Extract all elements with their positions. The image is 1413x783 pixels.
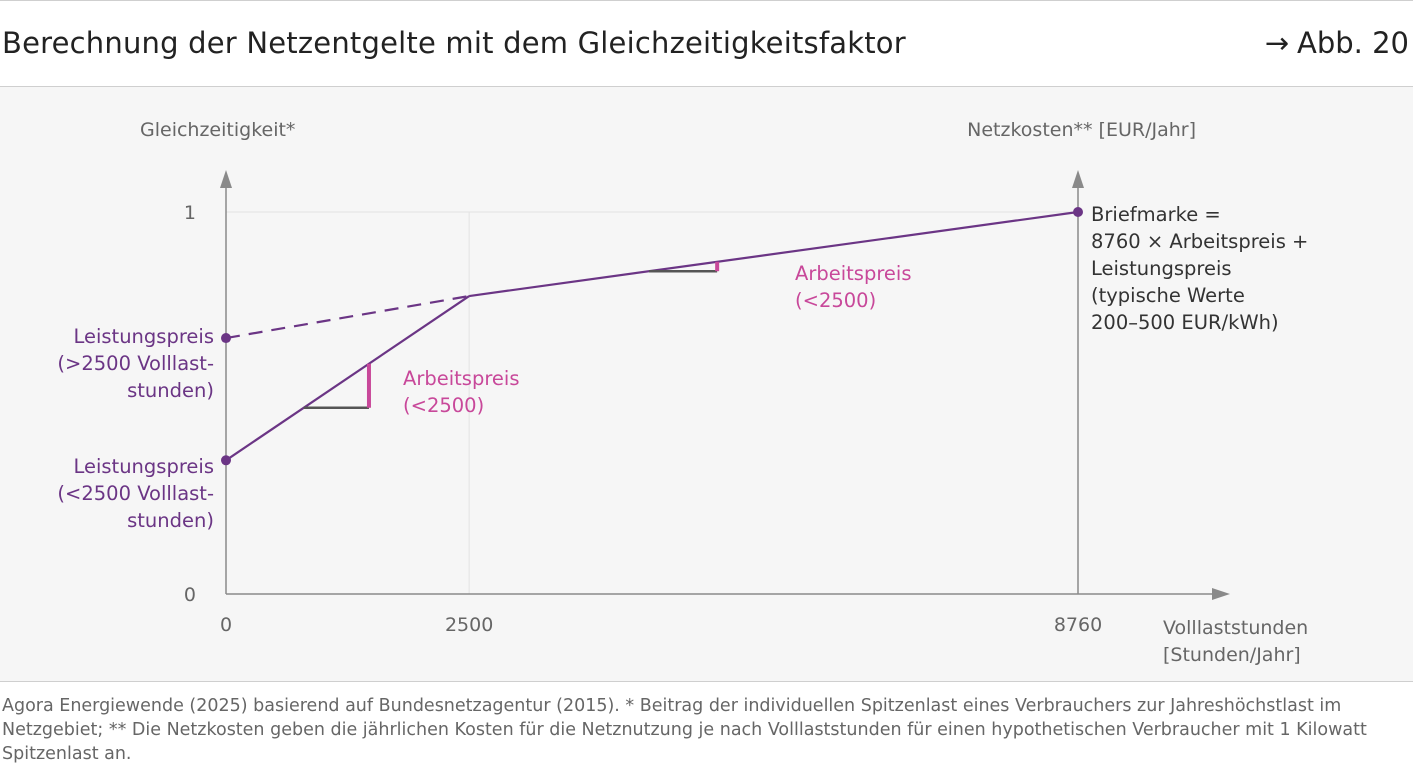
- data-point: [221, 455, 231, 466]
- chart-svg: Gleichzeitigkeit* Netzkosten** [EUR/Jahr]…: [57, 119, 1308, 666]
- x-tick-label: 8760: [1054, 614, 1102, 636]
- y-axis-left-arrow: [220, 170, 232, 188]
- source-note: Agora Energiewende (2025) basierend auf …: [2, 696, 1367, 764]
- y-axis-right-arrow: [1072, 170, 1084, 188]
- annotation-leistungspreis-high: Leistungspreis: [73, 325, 214, 348]
- x-axis-arrow: [1212, 588, 1230, 600]
- data-point: [221, 333, 231, 344]
- annotation-leistungspreis-low: stunden): [127, 509, 214, 532]
- annotation-briefmarke: 8760 × Arbeitspreis +: [1091, 230, 1308, 253]
- x-tick-label: 2500: [445, 614, 493, 636]
- annotation-arbeitspreis-right: Arbeitspreis: [795, 262, 912, 285]
- header: Berechnung der Netzentgelte mit dem Glei…: [0, 0, 1413, 86]
- series-line-dashed: [225, 294, 470, 340]
- annotation-briefmarke: 200–500 EUR/kWh): [1091, 311, 1279, 334]
- series-line-solid-0: [225, 295, 470, 462]
- annotation-leistungspreis-low: (<2500 Volllast-: [57, 482, 214, 505]
- x-axis-label: [Stunden/Jahr]: [1163, 644, 1301, 666]
- annotation-arbeitspreis-left: (<2500): [403, 394, 484, 417]
- x-axis-label: Volllaststunden: [1163, 617, 1308, 639]
- y-tick-label: 1: [184, 202, 196, 224]
- y-axis-right-label: Netzkosten** [EUR/Jahr]: [967, 119, 1196, 141]
- annotation-briefmarke: Briefmarke =: [1091, 203, 1221, 226]
- annotation-briefmarke: (typische Werte: [1091, 284, 1245, 307]
- chart-panel: [0, 86, 1413, 682]
- figure-reference: → Abb. 20: [1265, 26, 1409, 60]
- annotation-leistungspreis-high: (>2500 Volllast-: [57, 352, 214, 375]
- data-point: [1073, 207, 1083, 217]
- series-line-solid-1: [469, 210, 1079, 298]
- y-tick-label: 0: [184, 584, 196, 606]
- figure-number: Abb. 20: [1297, 26, 1409, 60]
- annotation-leistungspreis-low: Leistungspreis: [73, 455, 214, 478]
- chart-title: Berechnung der Netzentgelte mit dem Glei…: [2, 26, 906, 60]
- x-tick-label: 0: [220, 614, 232, 636]
- annotation-briefmarke: Leistungspreis: [1091, 257, 1232, 280]
- arrow-right-icon: →: [1264, 26, 1289, 60]
- y-axis-left-label: Gleichzeitigkeit*: [140, 119, 295, 141]
- annotation-arbeitspreis-right: (<2500): [795, 289, 876, 312]
- top-rule: [0, 0, 1413, 1]
- annotation-arbeitspreis-left: Arbeitspreis: [403, 367, 520, 390]
- annotation-leistungspreis-high: stunden): [127, 379, 214, 402]
